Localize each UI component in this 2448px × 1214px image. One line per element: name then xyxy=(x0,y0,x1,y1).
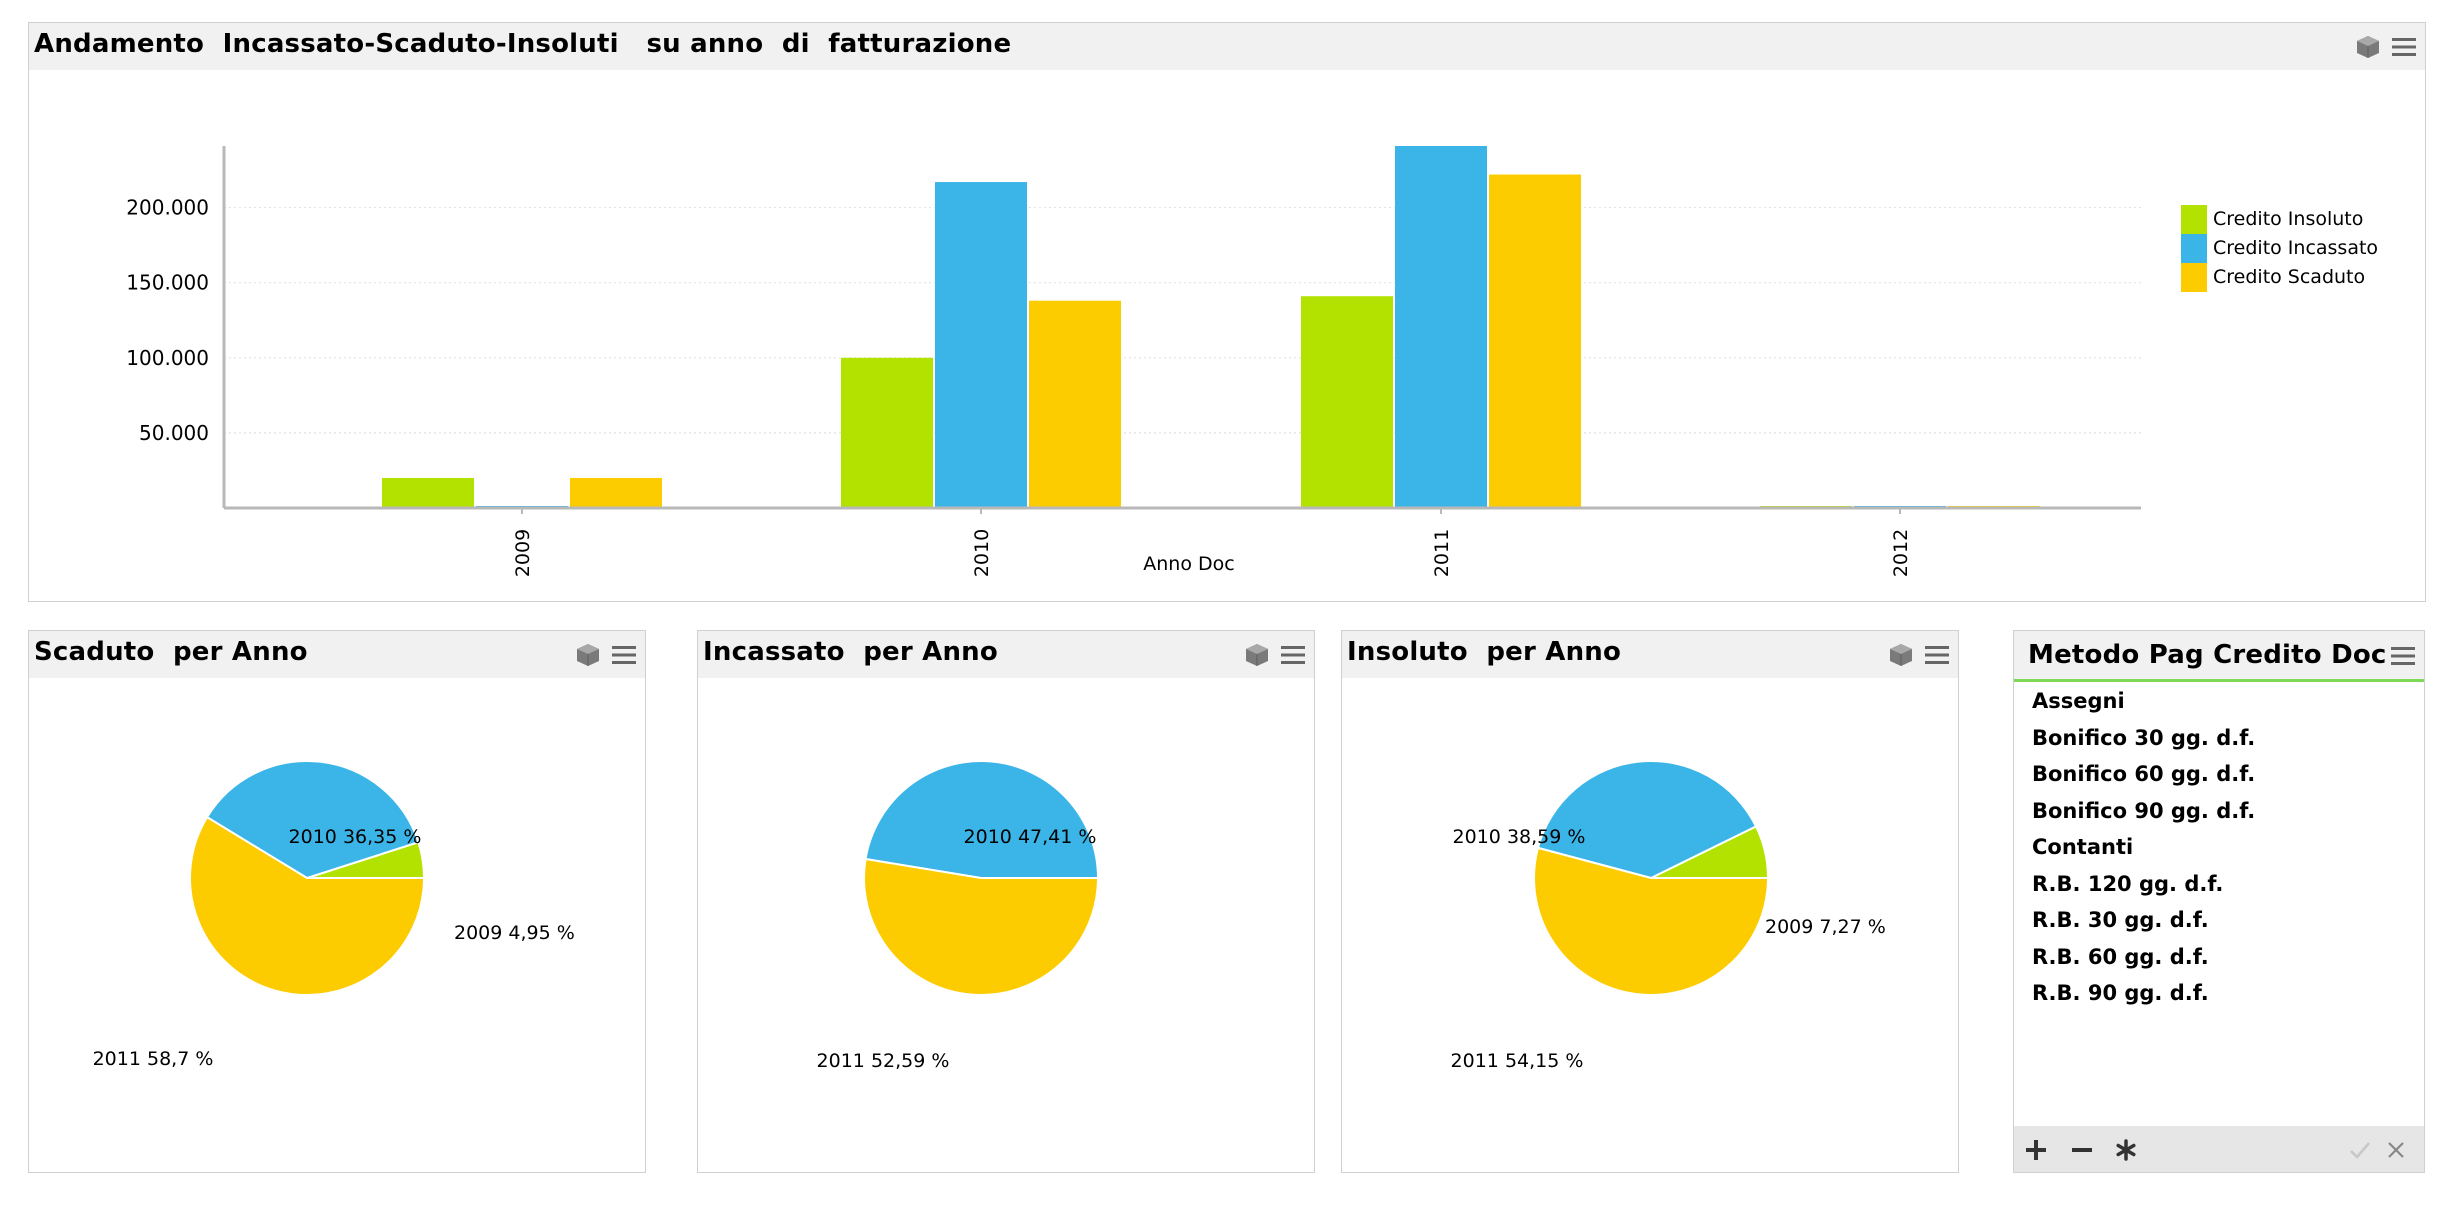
bar-chart-title: Andamento Incassato-Scaduto-Insoluti su … xyxy=(34,29,1012,59)
pie-slice-2011[interactable] xyxy=(189,815,426,996)
pie-header-scaduto: Scaduto per Anno xyxy=(29,631,645,678)
pie-slice-2011[interactable] xyxy=(1533,846,1770,996)
bar-chart-header: Andamento Incassato-Scaduto-Insoluti su … xyxy=(29,23,2425,70)
legend-label-incassato: Credito Incassato xyxy=(2213,237,2378,259)
menu-icon[interactable] xyxy=(1280,644,1306,666)
bar-credito-scaduto-2010[interactable] xyxy=(1029,300,1121,508)
x-tick-label: 2009 xyxy=(512,529,534,577)
bar-credito-scaduto-2011[interactable] xyxy=(1489,174,1581,508)
bar-credito-insoluto-2009[interactable] xyxy=(382,477,474,508)
pie-title-insoluto: Insoluto per Anno xyxy=(1347,637,1622,667)
bar-credito-incassato-2011[interactable] xyxy=(1395,146,1487,508)
list-item[interactable]: Bonifico 60 gg. d.f. xyxy=(2032,762,2256,786)
y-tick-label: 50.000 xyxy=(139,421,209,445)
list-item[interactable]: Bonifico 90 gg. d.f. xyxy=(2032,798,2256,823)
pie-header-incassato: Incassato per Anno xyxy=(698,631,1314,678)
x-tick-label: 2011 xyxy=(1431,529,1453,577)
pie-header-insoluto: Insoluto per Anno xyxy=(1342,631,1958,678)
pie-label-2009: 2009 4,95 % xyxy=(454,922,575,944)
bar-chart: 50.000 100.000 150.000 200.000 2009 2010 2011… xyxy=(126,146,2378,577)
legend-swatch-scaduto xyxy=(2181,263,2207,292)
pie-title-incassato: Incassato per Anno xyxy=(703,637,998,667)
list-box-header: Metodo Pag Credito Doc xyxy=(2014,631,2424,682)
list-item[interactable]: R.B. 120 gg. d.f. xyxy=(2032,871,2224,896)
y-tick-label: 200.000 xyxy=(126,196,209,220)
legend-swatch-insoluto xyxy=(2181,205,2207,234)
menu-icon[interactable] xyxy=(1924,644,1950,666)
x-axis-label: Anno Doc xyxy=(1143,553,1234,575)
menu-icon[interactable] xyxy=(611,644,637,666)
pie-label-2011: 2011 58,7 % xyxy=(93,1048,214,1070)
pie-label-2009: 2009 7,27 % xyxy=(1765,916,1886,938)
pie-label-2010: 2010 38,59 % xyxy=(1453,826,1586,848)
bar-credito-insoluto-2010[interactable] xyxy=(841,357,933,508)
list-item[interactable]: R.B. 60 gg. d.f. xyxy=(2032,944,2209,969)
list-item[interactable]: R.B. 30 gg. d.f. xyxy=(2032,908,2209,932)
list-item[interactable]: Bonifico 30 gg. d.f. xyxy=(2032,725,2256,750)
cube-icon[interactable] xyxy=(2355,34,2381,60)
pie-slice-2010[interactable] xyxy=(1536,760,1758,880)
legend-label-insoluto: Credito Insoluto xyxy=(2213,208,2363,230)
plus-icon[interactable] xyxy=(2024,1138,2048,1166)
list-box-title: Metodo Pag Credito Doc xyxy=(2028,640,2387,670)
list-box-panel: Metodo Pag Credito Doc Assegni Bonifico 3… xyxy=(2013,630,2425,1173)
legend-swatch-incassato xyxy=(2181,234,2207,263)
cube-icon[interactable] xyxy=(1244,642,1270,668)
asterisk-icon[interactable] xyxy=(2114,1138,2138,1166)
y-tick-label: 150.000 xyxy=(126,271,209,295)
x-tick-label: 2010 xyxy=(971,529,993,577)
list-item[interactable]: Assegni xyxy=(2032,689,2125,713)
cube-icon[interactable] xyxy=(575,642,601,668)
list-item[interactable]: Contanti xyxy=(2032,835,2134,859)
pie-panel-incassato: Incassato per Anno 2010 47,41 % 2011 52,… xyxy=(697,630,1315,1173)
pie-chart-incassato: 2010 47,41 % 2011 52,59 % xyxy=(817,760,1100,1072)
pie-slice-2011[interactable] xyxy=(863,857,1100,996)
pie-label-2010: 2010 36,35 % xyxy=(289,826,422,848)
legend[interactable]: Credito Insoluto Credito Incassato Credi… xyxy=(2181,205,2378,292)
check-icon[interactable] xyxy=(2348,1139,2372,1165)
minus-icon[interactable] xyxy=(2070,1138,2094,1166)
pie-label-2010: 2010 47,41 % xyxy=(964,826,1097,848)
pie-label-2011: 2011 54,15 % xyxy=(1451,1050,1584,1072)
y-tick-label: 100.000 xyxy=(126,346,209,370)
pie-chart-scaduto: 2010 36,35 % 2009 4,95 % 2011 58,7 % xyxy=(93,760,575,1070)
bar-credito-incassato-2010[interactable] xyxy=(935,182,1027,508)
pie-slice-2010[interactable] xyxy=(864,760,1100,879)
bar-chart-panel: Andamento Incassato-Scaduto-Insoluti su … xyxy=(28,22,2426,602)
pie-panel-insoluto: Insoluto per Anno 2010 38,59 % 2009 7,27… xyxy=(1341,630,1959,1173)
pie-label-2011: 2011 52,59 % xyxy=(817,1050,950,1072)
menu-icon[interactable] xyxy=(2390,645,2416,667)
pie-title-scaduto: Scaduto per Anno xyxy=(34,637,308,667)
x-tick-label: 2012 xyxy=(1890,529,1912,577)
cube-icon[interactable] xyxy=(1888,642,1914,668)
bar-credito-insoluto-2011[interactable] xyxy=(1301,296,1393,508)
pie-panel-scaduto: Scaduto per Anno 2010 36,35 % 2009 4,95 … xyxy=(28,630,646,1173)
list-item[interactable]: R.B. 90 gg. d.f. xyxy=(2032,981,2209,1005)
bar-credito-scaduto-2009[interactable] xyxy=(570,477,662,508)
close-icon[interactable] xyxy=(2386,1140,2406,1164)
pie-chart-insoluto: 2010 38,59 % 2009 7,27 % 2011 54,15 % xyxy=(1451,760,1886,1072)
list-box-footer xyxy=(2014,1126,2424,1172)
legend-label-scaduto: Credito Scaduto xyxy=(2213,266,2365,288)
menu-icon[interactable] xyxy=(2391,36,2417,58)
